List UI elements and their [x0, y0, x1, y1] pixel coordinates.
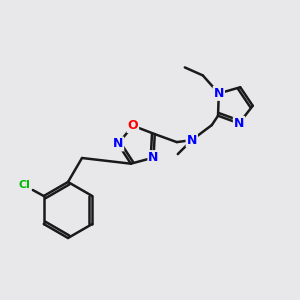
Text: N: N: [234, 117, 244, 130]
Text: Cl: Cl: [19, 180, 31, 190]
Text: N: N: [148, 151, 159, 164]
Text: N: N: [214, 87, 224, 100]
Text: N: N: [113, 137, 123, 151]
Text: N: N: [187, 134, 197, 147]
Text: O: O: [128, 119, 138, 132]
